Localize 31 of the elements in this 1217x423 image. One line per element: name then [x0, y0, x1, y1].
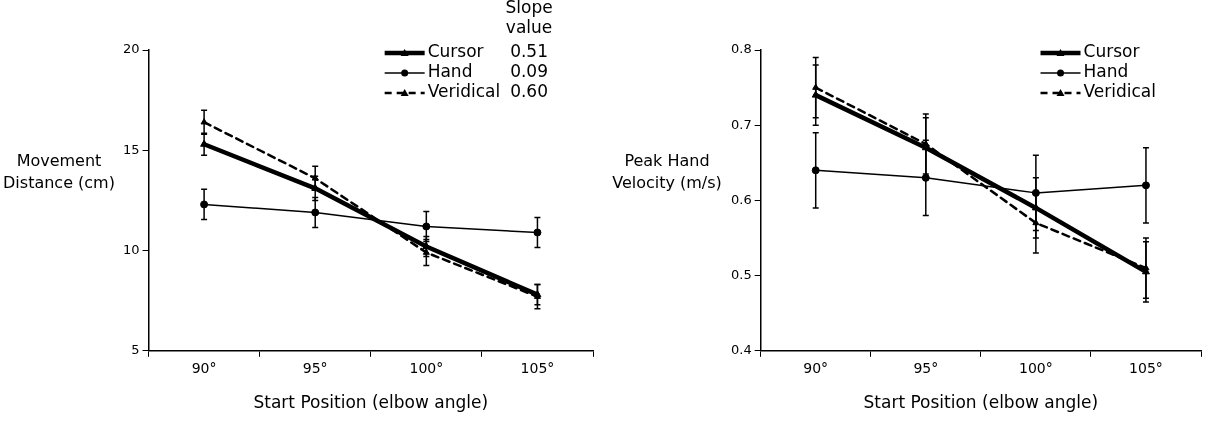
y-tick-label: 0.6 [730, 191, 752, 207]
legend-title: Slope value [505, 0, 553, 38]
annotation: 0.60 [510, 81, 548, 102]
x-tick-label: 105° [520, 359, 555, 376]
x-tick-label: 100° [409, 359, 444, 376]
y-tick-label: 5 [131, 342, 140, 358]
x-tick-label: 90° [191, 359, 217, 376]
x-tick-label: 95° [302, 359, 328, 376]
y-tick-label: 0.5 [730, 266, 752, 282]
y-tick-label: 10 [123, 241, 140, 257]
legend-label: Veridical [427, 81, 501, 102]
legend-label: Cursor [427, 41, 484, 62]
y-tick-label: 0.8 [730, 41, 752, 57]
x-tick-label: 105° [1129, 359, 1163, 376]
legend-label: Cursor [1083, 41, 1140, 62]
legend-label: Hand [1083, 61, 1129, 82]
x-axis-title: Start Position (elbow angle) [863, 392, 1099, 413]
legend-label: Hand [427, 61, 473, 82]
x-tick-label: 90° [803, 359, 829, 376]
y-tick-label: 20 [123, 41, 140, 57]
x-axis-title: Start Position (elbow angle) [253, 392, 489, 413]
x-tick-label: 100° [1019, 359, 1053, 376]
y-tick-label: 0.7 [730, 116, 752, 132]
x-tick-label: 95° [913, 359, 939, 376]
y-axis-title: Movement Distance (cm) [2, 150, 116, 194]
annotation: 0.51 [510, 41, 548, 62]
y-tick-label: 15 [123, 141, 140, 157]
y-axis-title: Peak Hand Velocity (m/s) [611, 150, 723, 194]
legend-label: Veridical [1083, 81, 1156, 102]
y-tick-label: 0.4 [730, 342, 752, 358]
annotation: 0.09 [510, 61, 548, 82]
